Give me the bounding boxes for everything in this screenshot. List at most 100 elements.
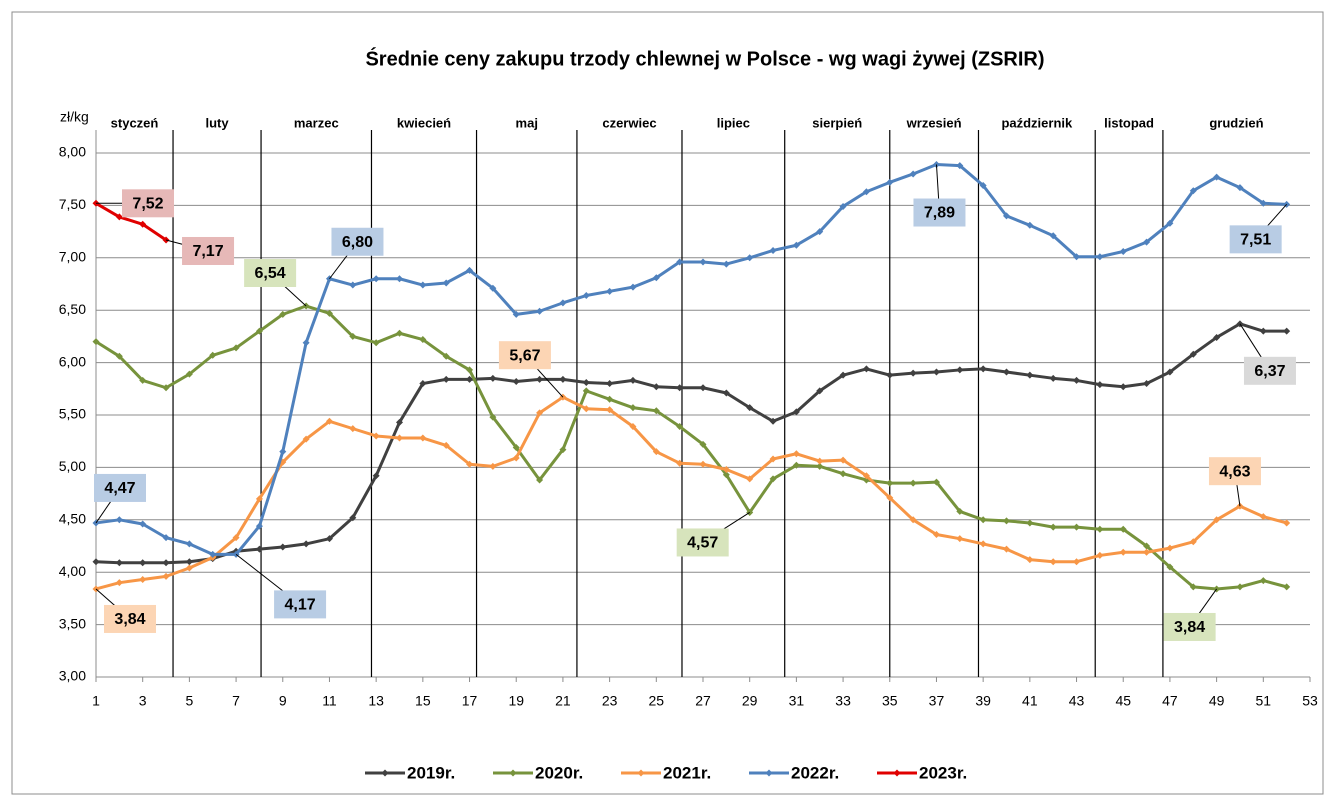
- x-tick-label: 27: [695, 693, 711, 709]
- point-marker: [629, 423, 637, 431]
- x-tick-label: 7: [232, 693, 240, 709]
- point-marker: [139, 576, 147, 584]
- point-marker: [1119, 525, 1127, 533]
- x-tick-label: 45: [1115, 693, 1131, 709]
- point-marker: [769, 455, 777, 463]
- point-marker: [1096, 525, 1104, 533]
- legend-marker: [893, 769, 901, 777]
- point-marker: [722, 471, 730, 479]
- point-marker: [652, 274, 660, 282]
- point-marker: [536, 476, 544, 484]
- legend-marker: [637, 769, 645, 777]
- point-marker: [512, 443, 520, 451]
- month-label: luty: [205, 115, 229, 130]
- point-marker: [466, 366, 474, 374]
- data-label: 7,52: [132, 196, 163, 213]
- point-marker: [349, 514, 357, 522]
- point-marker: [512, 310, 520, 318]
- series-line: [95, 304, 1288, 591]
- point-marker: [1026, 371, 1034, 379]
- point-marker: [792, 408, 800, 416]
- point-marker: [582, 379, 590, 387]
- point-marker: [629, 283, 637, 291]
- x-tick-label: 29: [742, 693, 758, 709]
- series-line: [95, 322, 1287, 565]
- point-marker: [92, 338, 100, 346]
- label-box: [1229, 225, 1282, 254]
- point-marker: [1259, 199, 1267, 207]
- point-marker: [115, 516, 123, 524]
- y-tick-label: 3,00: [59, 668, 86, 684]
- point-marker: [816, 228, 824, 236]
- point-marker: [372, 472, 380, 480]
- x-tick-label: 17: [462, 693, 478, 709]
- point-marker: [979, 181, 987, 189]
- month-label: maj: [516, 115, 538, 130]
- point-marker: [1073, 523, 1081, 531]
- point-marker: [886, 178, 894, 186]
- point-marker: [255, 327, 263, 335]
- point-marker: [1096, 253, 1104, 261]
- month-label: kwiecień: [397, 115, 451, 130]
- series-line: [95, 163, 1287, 556]
- label-box: [913, 198, 966, 227]
- point-marker: [396, 275, 403, 283]
- legend-label: 2019r.: [407, 763, 455, 782]
- month-label: wrzesień: [906, 115, 962, 130]
- data-label: 7,17: [192, 243, 223, 260]
- point-marker: [862, 188, 870, 196]
- month-label: listopad: [1104, 115, 1154, 130]
- point-marker: [676, 423, 684, 431]
- point-marker: [396, 329, 403, 337]
- x-tick-label: 41: [1022, 693, 1038, 709]
- x-tick-label: 23: [602, 693, 618, 709]
- point-marker: [185, 370, 193, 378]
- point-marker: [1236, 184, 1244, 192]
- point-marker: [839, 202, 847, 210]
- point-marker: [816, 387, 824, 395]
- point-marker: [396, 418, 403, 426]
- point-marker: [1166, 219, 1174, 227]
- x-tick-label: 53: [1302, 693, 1318, 709]
- point-marker: [582, 387, 590, 395]
- point-marker: [932, 478, 940, 486]
- point-marker: [512, 377, 520, 385]
- point-marker: [489, 284, 497, 292]
- point-marker: [115, 579, 123, 587]
- point-marker: [396, 434, 403, 442]
- point-marker: [676, 384, 684, 392]
- point-marker: [1003, 545, 1010, 553]
- point-marker: [1283, 583, 1291, 591]
- point-marker: [1143, 380, 1151, 388]
- y-tick-label: 3,50: [59, 615, 86, 631]
- point-marker: [956, 507, 964, 515]
- point-marker: [1189, 187, 1197, 195]
- legend-label: 2020r.: [535, 763, 583, 782]
- point-marker: [349, 281, 357, 289]
- point-marker: [559, 375, 567, 383]
- data-label: 6,37: [1254, 363, 1285, 380]
- y-tick-label: 7,50: [59, 196, 86, 212]
- point-marker: [1283, 327, 1291, 335]
- point-marker: [1236, 583, 1244, 591]
- x-tick-label: 47: [1162, 693, 1178, 709]
- data-label: 5,67: [509, 347, 540, 364]
- data-label: 4,47: [104, 480, 135, 497]
- data-label: 7,89: [924, 205, 955, 222]
- point-marker: [419, 281, 427, 289]
- point-marker: [652, 383, 660, 391]
- point-marker: [1213, 333, 1221, 341]
- point-marker: [442, 375, 450, 383]
- point-marker: [699, 460, 707, 468]
- point-marker: [1166, 368, 1174, 376]
- label-box: [498, 341, 551, 370]
- point-marker: [559, 446, 567, 454]
- point-marker: [746, 254, 754, 262]
- point-marker: [722, 389, 730, 397]
- point-marker: [349, 425, 357, 433]
- point-marker: [1003, 212, 1010, 220]
- label-box: [1243, 356, 1296, 385]
- data-label: 3,84: [1174, 619, 1205, 636]
- point-marker: [722, 465, 730, 473]
